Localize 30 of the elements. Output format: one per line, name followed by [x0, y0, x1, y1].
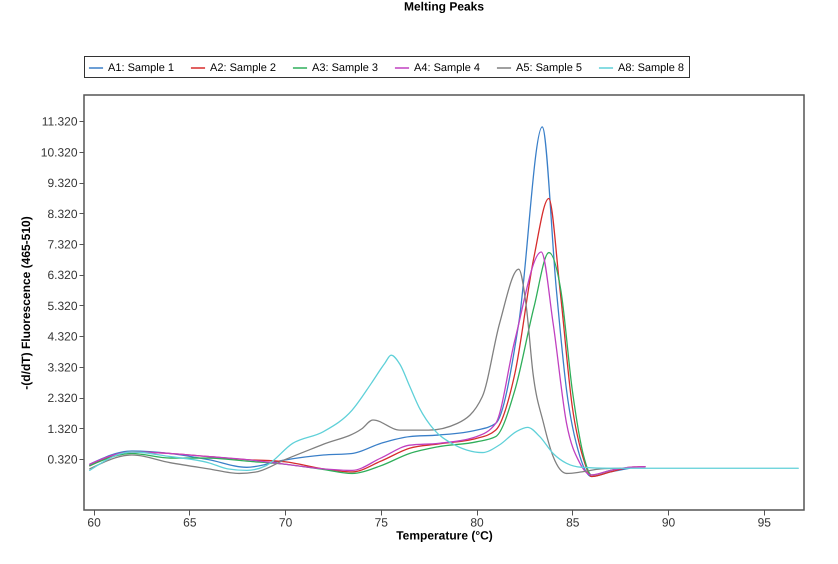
y-tick-label: 2.320 [47, 391, 78, 406]
y-tick-label: 8.320 [47, 206, 78, 221]
x-tick-label: 80 [470, 516, 484, 530]
x-tick-label: 95 [758, 516, 772, 530]
y-tick-label: 11.320 [42, 114, 78, 129]
x-tick-label: 85 [566, 516, 580, 530]
chart-title: Melting Peaks [404, 0, 484, 14]
legend-label: A1: Sample 1 [108, 62, 174, 74]
y-tick-label: 3.320 [47, 360, 78, 374]
y-axis-title: -(d/dT) Fluorescence (465-510) [18, 216, 33, 390]
y-tick-label: 6.320 [47, 268, 78, 282]
legend-label: A8: Sample 8 [618, 62, 684, 74]
x-tick-label: 60 [87, 516, 102, 530]
legend-label: A3: Sample 3 [312, 62, 378, 74]
y-tick-label: 7.320 [47, 237, 78, 252]
line-series [89, 354, 799, 472]
legend-label: A2: Sample 2 [210, 62, 276, 74]
y-tick-label: 0.320 [47, 452, 78, 467]
y-tick-label: 10.320 [40, 145, 78, 160]
x-tick-label: 90 [662, 516, 676, 530]
x-tick-label: 65 [183, 516, 197, 530]
y-tick-label: 9.320 [47, 176, 78, 190]
legend-label: A4: Sample 4 [414, 62, 480, 74]
x-tick-label: 70 [278, 516, 293, 530]
y-tick-label: 4.320 [47, 330, 78, 344]
x-axis-title: Temperature (°C) [396, 528, 493, 542]
legend-label: A5: Sample 5 [516, 62, 582, 74]
y-tick-label: 5.320 [47, 298, 78, 313]
x-tick-label: 75 [374, 516, 388, 530]
y-tick-label: 1.320 [47, 422, 78, 436]
